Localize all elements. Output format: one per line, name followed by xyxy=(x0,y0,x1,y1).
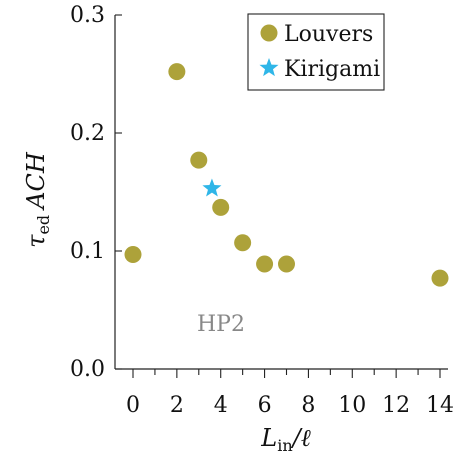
y-tick-label: 0.3 xyxy=(70,3,105,28)
y-tick-label: 0.2 xyxy=(70,121,105,146)
x-tick-label: 2 xyxy=(170,393,184,418)
legend-label-louvers: Louvers xyxy=(284,22,373,47)
legend-marker-kirigami xyxy=(259,58,279,77)
data-point-louvers xyxy=(190,151,208,169)
y-axis-label-main: τ xyxy=(22,234,50,248)
data-point-louvers xyxy=(234,234,252,252)
data-point-louvers xyxy=(212,198,230,216)
legend-marker-louvers xyxy=(260,24,278,42)
legend-label-kirigami: Kirigami xyxy=(284,57,380,82)
axes: 0.0 0.1 0.2 0.3 0 2 4 6 8 10 12 14 xyxy=(70,3,454,418)
x-axis-label: Lin/ℓ xyxy=(260,424,310,454)
x-tick-label: 14 xyxy=(426,393,454,418)
x-tick-label: 8 xyxy=(301,393,315,418)
x-tick-label: 4 xyxy=(214,393,228,418)
data-point-louvers xyxy=(431,269,449,287)
x-axis-label-main: L xyxy=(260,424,277,452)
x-axis-label-tail: /ℓ xyxy=(291,424,311,452)
data-point-louvers xyxy=(124,246,142,264)
y-axis-label-tail: ACH xyxy=(22,151,50,211)
x-tick-label: 12 xyxy=(382,393,410,418)
annotation-label: HP2 xyxy=(197,312,245,337)
data-point-louvers xyxy=(256,255,274,273)
data-point-kirigami xyxy=(202,178,222,197)
data-point-louvers xyxy=(168,63,186,81)
x-tick-label: 10 xyxy=(338,393,366,418)
legend: Louvers Kirigami xyxy=(247,13,385,91)
x-axis-label-sub: in xyxy=(277,436,292,454)
data-point-louvers xyxy=(278,255,295,273)
y-axis-label-sub: ed xyxy=(34,215,53,235)
data-marks xyxy=(124,63,449,287)
x-tick-label: 0 xyxy=(126,393,140,418)
y-tick-label: 0.0 xyxy=(70,357,105,382)
x-tick-label: 6 xyxy=(258,393,272,418)
y-tick-label: 0.1 xyxy=(70,239,105,264)
y-axis-label: τed ACH xyxy=(22,151,53,248)
